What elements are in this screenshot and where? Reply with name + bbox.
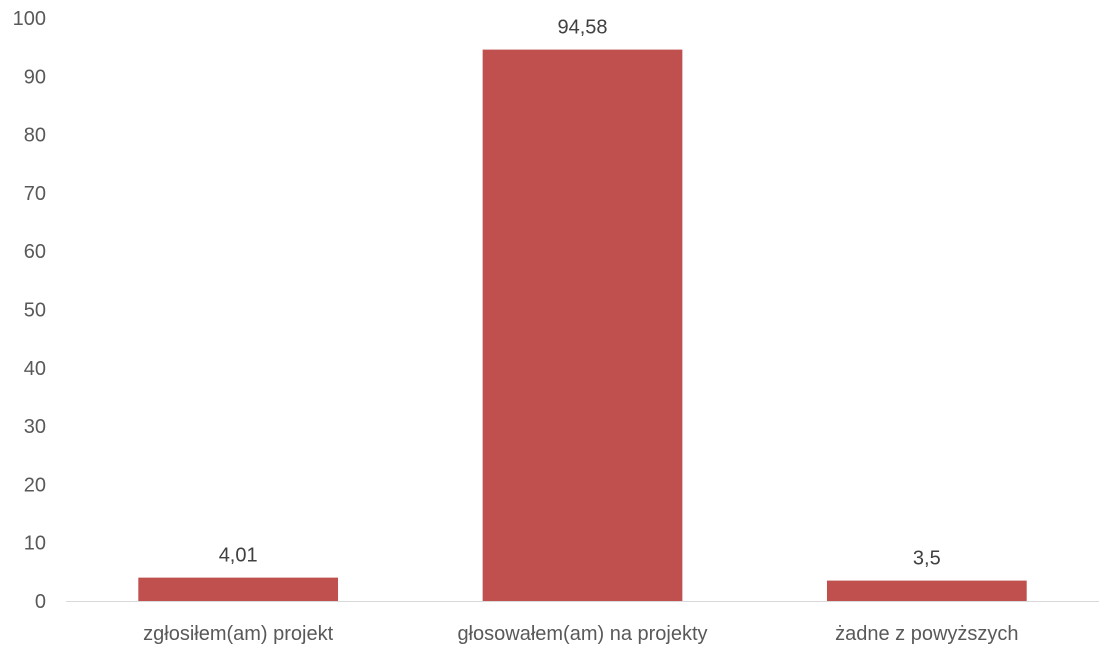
bar-data-label: 3,5 bbox=[913, 548, 941, 570]
y-tick-label: 10 bbox=[24, 533, 46, 555]
y-tick-label: 50 bbox=[24, 300, 46, 322]
bar bbox=[826, 580, 1027, 601]
bar-data-label: 4,01 bbox=[219, 545, 258, 567]
y-tick-label: 0 bbox=[35, 591, 46, 613]
y-axis-tick-labels: 0 10 20 30 40 50 60 70 80 90 100 bbox=[13, 8, 46, 613]
y-tick-label: 30 bbox=[24, 416, 46, 438]
x-tick-label: głosowałem(am) na projekty bbox=[457, 623, 707, 645]
x-tick-label: żadne z powyższych bbox=[835, 623, 1018, 645]
y-tick-label: 100 bbox=[13, 8, 46, 30]
x-axis-tick-labels: zgłosiłem(am) projekt głosowałem(am) na p… bbox=[143, 623, 1018, 645]
y-tick-label: 60 bbox=[24, 241, 46, 263]
y-tick-label: 80 bbox=[24, 125, 46, 147]
bar bbox=[482, 49, 683, 602]
bar bbox=[138, 577, 339, 601]
bars-group bbox=[138, 49, 1027, 602]
y-tick-label: 40 bbox=[24, 358, 46, 380]
data-labels-group: 4,01 94,58 3,5 bbox=[219, 17, 941, 570]
bar-data-label: 94,58 bbox=[557, 17, 607, 39]
x-tick-label: zgłosiłem(am) projekt bbox=[143, 623, 333, 645]
y-tick-label: 90 bbox=[24, 66, 46, 88]
y-tick-label: 70 bbox=[24, 183, 46, 205]
y-tick-label: 20 bbox=[24, 474, 46, 496]
